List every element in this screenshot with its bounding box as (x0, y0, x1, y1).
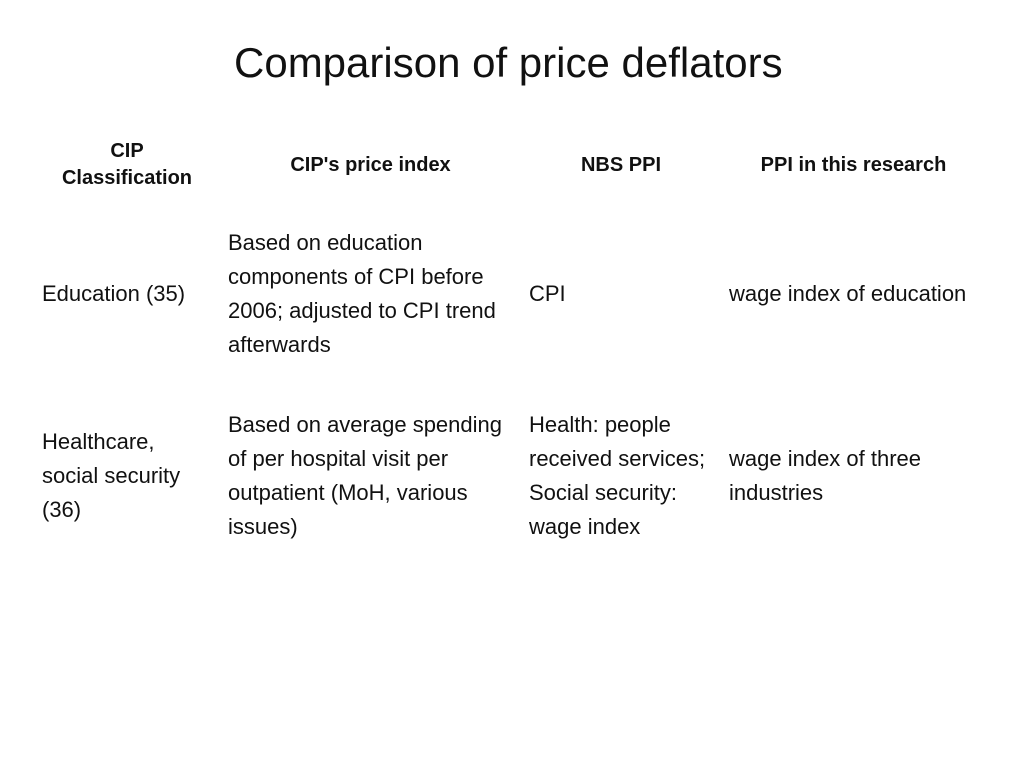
table-row: Healthcare, social security (36) Based o… (34, 386, 986, 566)
cell-text: Based on average spending of per hospita… (228, 412, 502, 539)
slide-title: Comparison of price deflators (234, 39, 783, 86)
cell-text: CPI (529, 281, 566, 306)
cell-text: Based on education components of CPI bef… (228, 230, 496, 357)
cell-cip-price-index: Based on average spending of per hospita… (220, 386, 521, 566)
cell-ppi-research: wage index of education (721, 202, 986, 386)
header-ppi-research: PPI in this research (760, 153, 947, 176)
table-header-row: CIP Classification CIP's price index NBS… (34, 128, 986, 202)
cell-ppi-research: wage index of three industries (721, 386, 986, 566)
cell-cip-price-index: Based on education components of CPI bef… (220, 202, 521, 386)
price-deflator-table: CIP Classification CIP's price index NBS… (34, 128, 986, 566)
cell-text: Education (35) (42, 281, 186, 306)
cell-classification: Healthcare, social security (36) (34, 386, 220, 566)
header-cip-classification: CIP Classification (61, 140, 193, 189)
header-cip-price-index: CIP's price index (290, 153, 451, 176)
cell-text: Healthcare, social security (36) (42, 429, 181, 522)
table-row: Education (35) Based on education compon… (34, 202, 986, 386)
cell-classification: Education (35) (34, 202, 220, 386)
cell-text: Health: people received services; Social… (529, 412, 706, 539)
cell-text: wage index of education (729, 281, 967, 306)
cell-nbs-ppi: CPI (521, 202, 721, 386)
cell-nbs-ppi: Health: people received services; Social… (521, 386, 721, 566)
header-nbs-ppi: NBS PPI (580, 153, 662, 176)
cell-text: wage index of three industries (729, 446, 922, 505)
